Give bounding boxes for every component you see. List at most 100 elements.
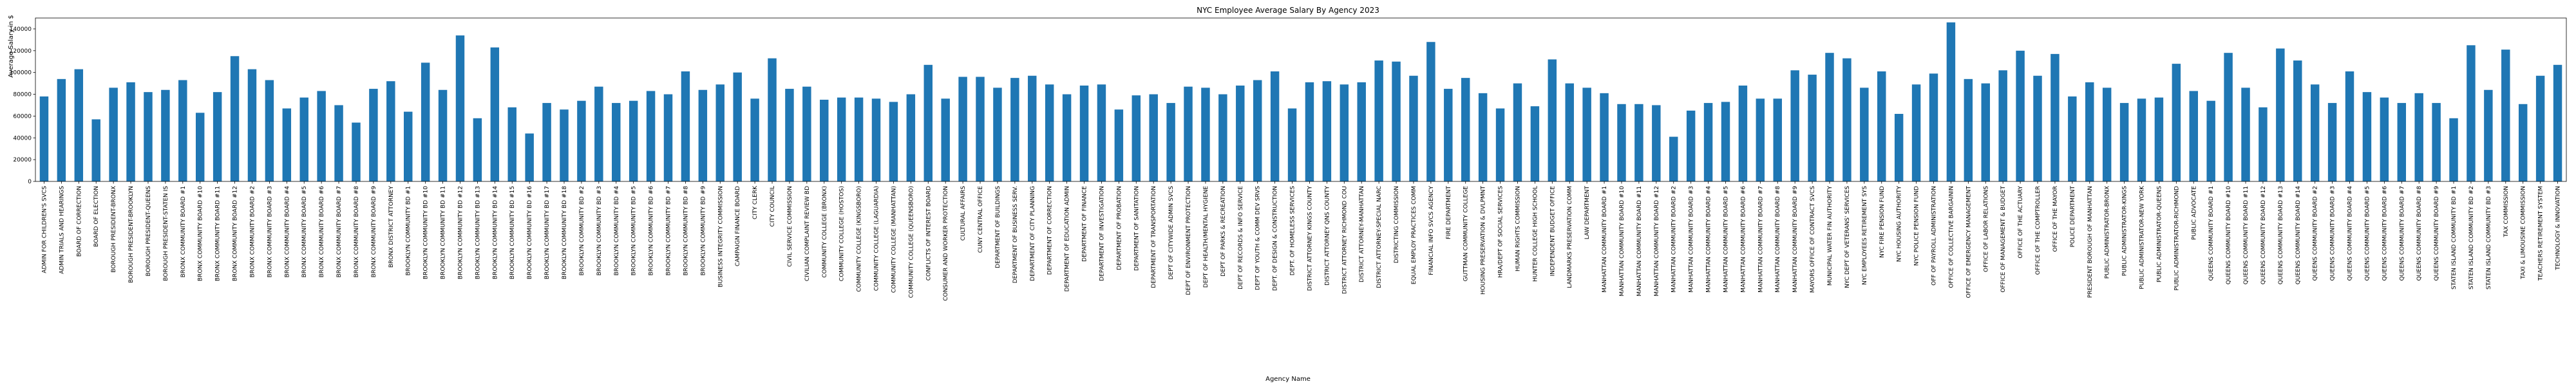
bar [2033,75,2042,181]
x-tick-label: BRONX COMMUNITY BOARD #2 [249,186,256,277]
x-tick-label: MANHATTAN COMMUNITY BOARD #4 [1706,186,1712,293]
bar [820,100,829,181]
x-tick-label: BRONX COMMUNITY BOARD #10 [198,186,204,281]
x-tick-label: LAW DEPARTMENT [1584,186,1591,240]
x-tick-label: BRONX COMMUNITY BOARD #5 [301,186,308,277]
x-tick-label: DEPT OF CITYWIDE ADMIN SVCS [1168,186,1175,280]
bar [1236,85,1245,181]
x-tick-label: BOROUGH PRESIDENT-BROOKLYN [128,186,135,283]
x-tick-label: BRONX COMMUNITY BOARD #7 [336,186,343,277]
bar [2553,64,2562,181]
x-tick-label: QUEENS COMMUNITY BOARD #10 [2226,186,2232,284]
bar [785,89,794,181]
bar [1860,87,1869,181]
x-tick-label: TAXI & LIMOUSINE COMMISSION [2521,186,2527,280]
y-tick-label: 60000 [13,113,32,120]
x-tick-label: QUEENS COMMUNITY BOARD #8 [2416,186,2423,281]
bar [1270,71,1280,181]
bar [2449,118,2458,181]
x-tick-label: COMMUNITY COLLEGE (MANHATTAN) [891,186,897,293]
x-tick-label: TAX COMMISSION [2503,186,2510,237]
bar [663,94,673,181]
bar [1842,58,1852,182]
bar [802,86,811,181]
x-tick-label: BROOKLYN COMMUNITY BD #5 [631,186,638,275]
bar [2276,48,2285,181]
bar [1149,94,1158,181]
x-tick-label: HRA/DEPT OF SOCIAL SERVICES [1498,186,1504,278]
bar [993,87,1002,181]
x-tick-label: DEPT OF HEALTH/MENTAL HYGIENE [1203,186,1209,288]
x-tick-label: DEPT. OF DESIGN & CONSTRUCTION [1273,186,1279,291]
x-axis-label: Agency Name [1265,376,1311,383]
y-tick-label: 140000 [10,26,32,33]
x-tick-label: OFFICE OF EMERGENCY MANAGEMENT [1965,186,1972,299]
bar [1600,93,1609,181]
x-tick-label: DEPARTMENT OF CITY PLANNING [1030,186,1036,281]
bar [1166,103,1175,181]
bar [178,80,187,182]
x-tick-label: STATEN ISLAND COMMUNITY BD #3 [2486,186,2492,290]
x-tick-label: BROOKLYN COMMUNITY BD #2 [579,186,585,275]
x-tick-label: OFFICE OF THE COMPTROLLER [2035,186,2041,275]
bar [560,109,569,181]
x-tick-label: OFFICE OF THE MAYOR [2052,186,2059,252]
x-tick-label: CUNY CENTRAL OFFICE [978,186,984,253]
x-tick-label: DEPARTMENT OF CORRECTION [1047,186,1054,275]
bar [2310,84,2320,181]
bar [1756,98,1765,181]
x-tick-label: MANHATTAN COMMUNITY BOARD #2 [1671,186,1678,293]
bar [2345,71,2354,181]
y-tick-label: 40000 [13,135,32,142]
bar [889,102,898,181]
bar [1426,42,1435,181]
x-tick-label: BROOKLYN COMMUNITY BD #4 [614,186,620,276]
bar [1062,94,1072,181]
x-tick-label: DEPT OF PARKS & RECREATION [1220,186,1227,277]
bar [1825,53,1834,181]
x-tick-label: OFFICE OF LABOR RELATIONS [1983,186,1989,272]
x-tick-label: INDEPENDENT BUDGET OFFICE [1549,186,1556,277]
bar [1392,61,1401,181]
bar [698,89,708,181]
bar [230,56,240,182]
bar [1461,78,1470,181]
bar [1513,83,1522,181]
x-tick-label: PRESIDENT BOROUGH OF MANHATTAN [2087,186,2094,298]
x-tick-label: BROOKLYN COMMUNITY BD #1 [406,186,412,275]
x-tick-label: BRONX COMMUNITY BOARD #3 [267,186,273,277]
x-tick-label: HOUSING PRESERVATION & DVLPMNT [1481,185,1487,295]
x-tick-label: MANHATTAN COMMUNITY BOARD #11 [1636,186,1643,297]
bar [1894,114,1904,181]
x-tick-label: DEPARTMENT OF SANITATION [1133,186,1140,271]
x-tick-label: NYC FIRE PENSION FUND [1879,186,1886,258]
bar [1287,108,1297,181]
x-tick-label: TEACHERS RETIREMENT SYSTEM [2538,186,2544,281]
x-tick-label: QUEENS COMMUNITY BOARD #6 [2382,186,2388,281]
bar [1773,98,1782,181]
bar [1340,84,1349,181]
x-tick-label: ADMIN FOR CHILDREN'S SVCS [41,186,48,273]
x-tick-label: CITY CLERK [752,185,759,219]
x-tick-label: POLICE DEPARTMENT [2070,186,2076,248]
x-tick-label: BROOKLYN COMMUNITY BD #17 [544,186,551,279]
x-tick-label: EQUAL EMPLOY PRACTICES COMM [1411,186,1417,284]
bar [1045,84,1054,181]
y-tick-label: 80000 [13,92,32,98]
y-tick-label: 20000 [13,157,32,163]
bar [1964,78,1973,181]
bar [455,35,465,182]
bar [1184,86,1193,181]
x-tick-label: OFFICE OF COLLECTIVE BARGAININ [1948,186,1955,288]
x-tick-label: MANHATTAN COMMUNITY BOARD #9 [1792,186,1799,293]
x-tick-label: BRONX COMMUNITY BOARD #12 [232,186,239,281]
x-tick-label: NYC DEPT OF VETERANS' SERVICES [1844,186,1851,288]
x-tick-label: BRONX COMMUNITY BOARD #4 [284,186,290,278]
bar [577,100,586,181]
x-tick-label: BROOKLYN COMMUNITY BD #10 [423,186,430,279]
bar [837,97,846,181]
bar [1582,87,1591,181]
x-tick-label: BOROUGH PRESIDENT-QUEENS [146,186,152,277]
bar [854,97,864,181]
bar [126,82,135,181]
